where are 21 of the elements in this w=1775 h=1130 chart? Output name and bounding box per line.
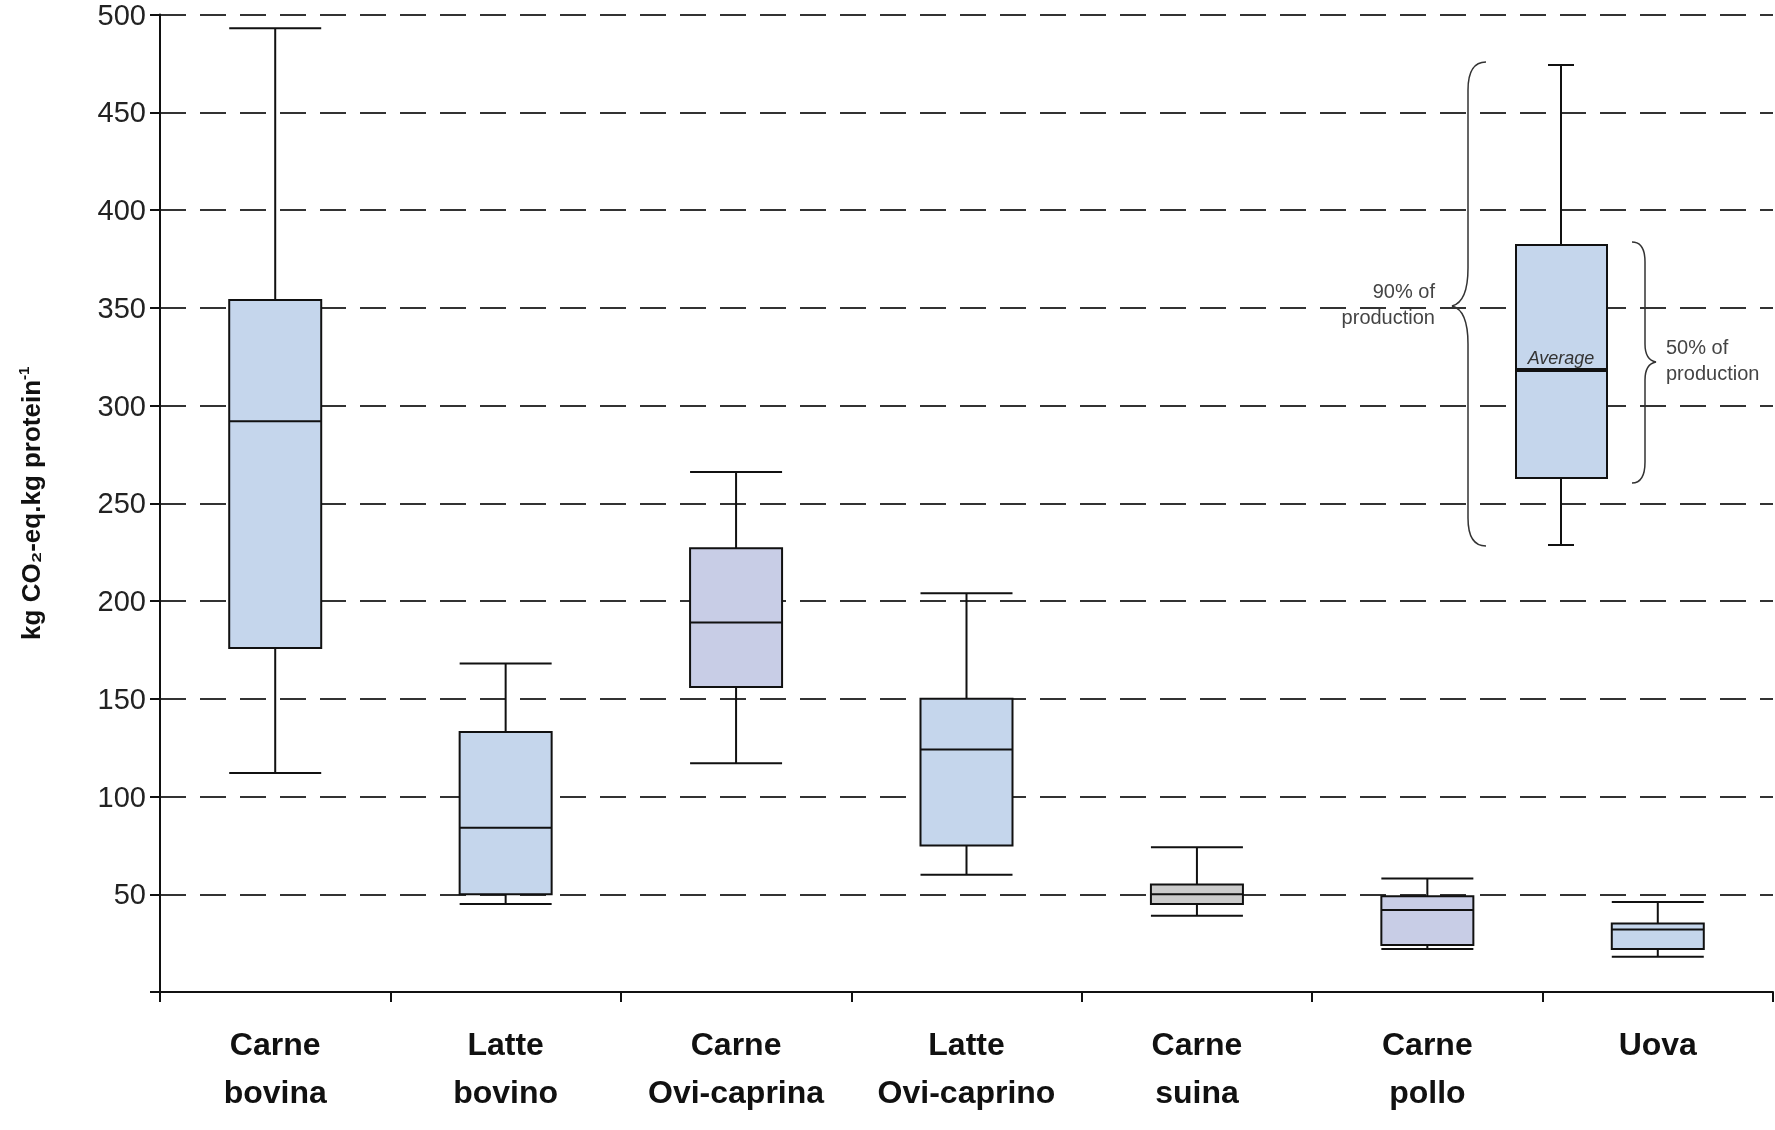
y-tick-label: 300 bbox=[97, 389, 146, 422]
x-tick-label: Carne bovina bbox=[223, 1026, 327, 1110]
y-tick-label: 100 bbox=[97, 780, 146, 813]
x-tick-label: Latte bovino bbox=[453, 1026, 559, 1110]
y-tick-label: 500 bbox=[97, 0, 146, 31]
y-tick-label: 350 bbox=[97, 291, 146, 324]
x-tick-label: Carne suina bbox=[1151, 1026, 1243, 1110]
x-tick-label: Carne Ovi-caprina bbox=[648, 1026, 825, 1110]
y-tick-label: 150 bbox=[97, 682, 146, 715]
annotation: 50% of production bbox=[1666, 336, 1760, 384]
x-tick-label: Carne pollo bbox=[1382, 1026, 1473, 1110]
y-tick-label: 200 bbox=[97, 585, 146, 617]
y-axis-title: kg CO₂-eq.kg protein-1 bbox=[15, 366, 46, 640]
annotation: 90% of production bbox=[1341, 280, 1436, 328]
x-tick-label: Uova bbox=[1618, 1026, 1698, 1062]
annotation: Average bbox=[1526, 348, 1595, 368]
y-tick-label: 250 bbox=[97, 487, 146, 520]
y-tick-label: 450 bbox=[97, 96, 146, 129]
y-tick-label: 400 bbox=[97, 194, 146, 226]
x-tick-label: Latte Ovi-caprino bbox=[877, 1026, 1056, 1110]
y-tick-label: 50 bbox=[113, 878, 146, 911]
